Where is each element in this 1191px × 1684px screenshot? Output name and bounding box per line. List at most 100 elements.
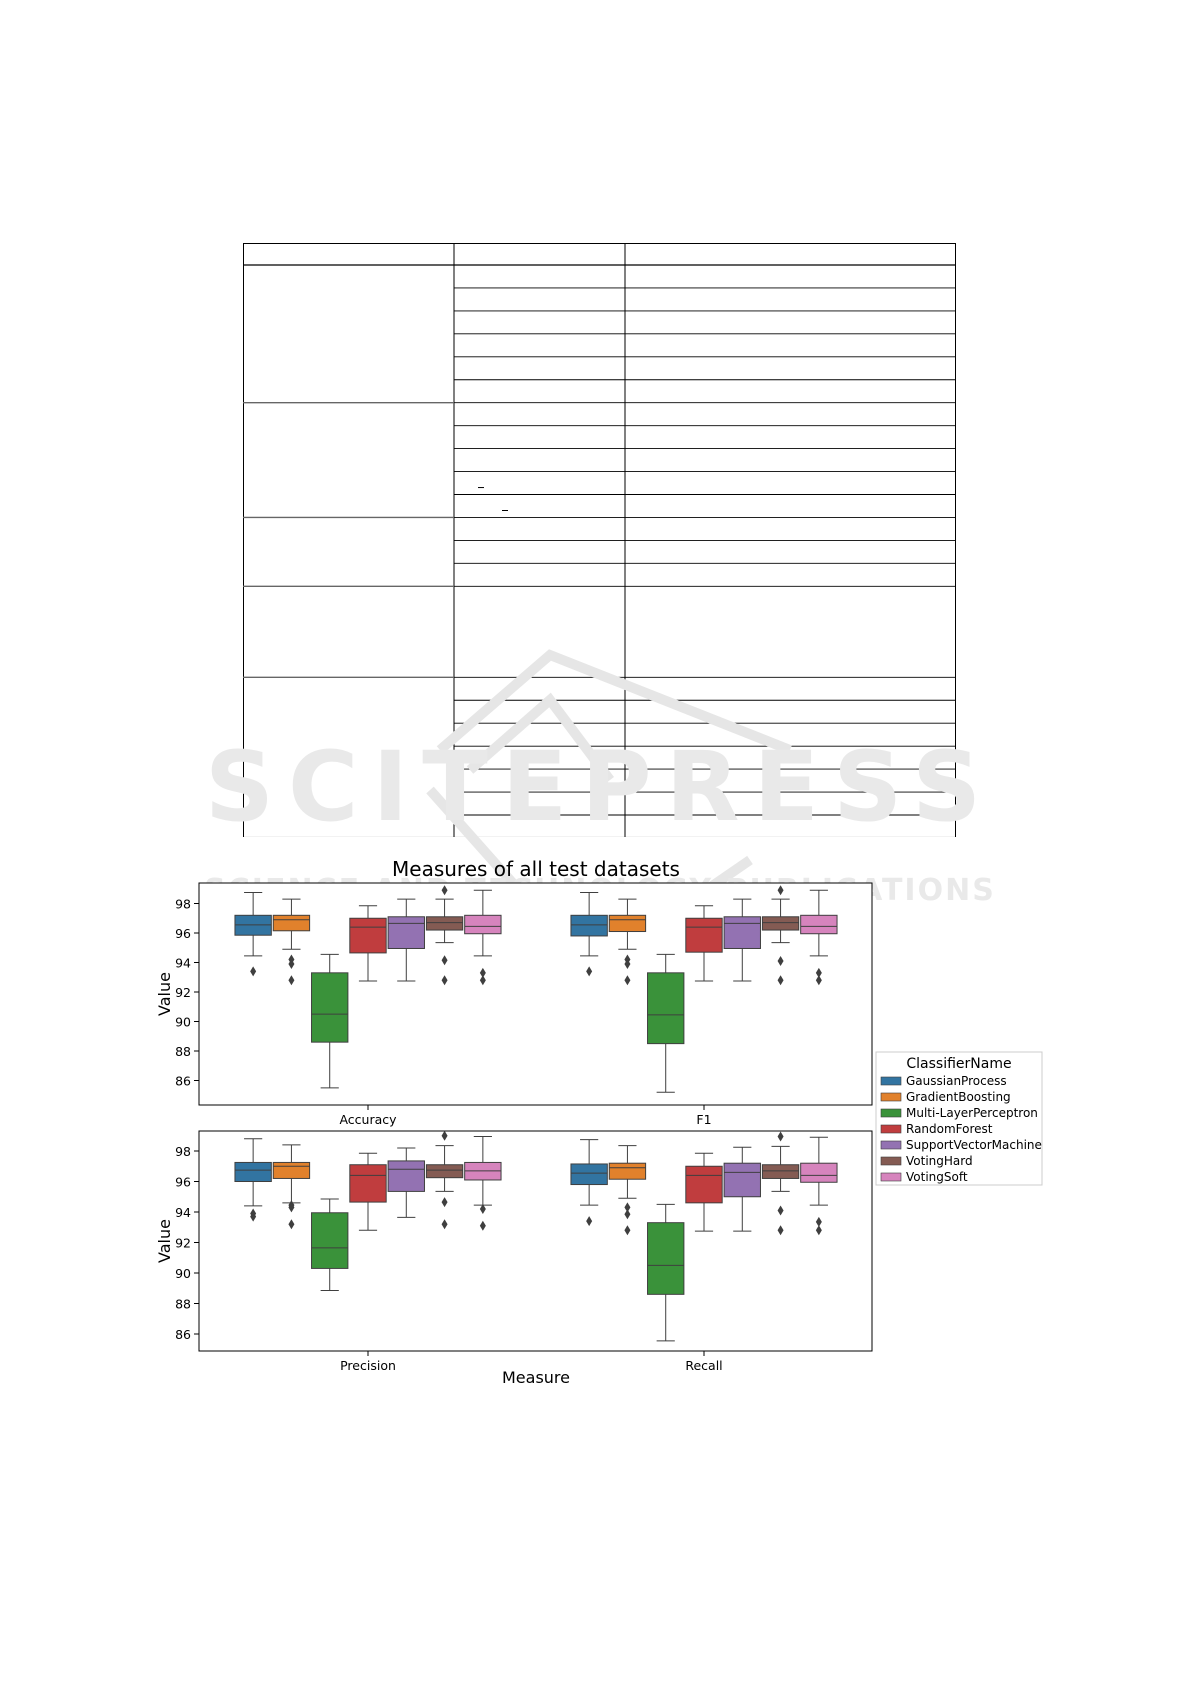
legend-label: Multi-LayerPerceptron xyxy=(906,1106,1038,1120)
legend-item: GaussianProcess xyxy=(880,1074,1007,1088)
outlier-marker xyxy=(288,1219,295,1230)
box-iqr xyxy=(647,972,685,1045)
x-tick-label: Recall xyxy=(685,1358,722,1373)
y-axis-label: Value xyxy=(155,972,174,1016)
x-tick-label: Precision xyxy=(340,1358,396,1373)
box-recall-votingsoft xyxy=(800,1136,838,1236)
box-accuracy-multi-layerperceptron xyxy=(311,953,349,1089)
legend-item: SupportVectorMachine xyxy=(880,1138,1042,1152)
box-accuracy-votinghard xyxy=(425,885,464,986)
legend-item: GradientBoosting xyxy=(880,1090,1011,1104)
x-tick-label: F1 xyxy=(696,1112,711,1127)
y-tick-label: 94 xyxy=(175,1205,191,1220)
legend-swatch xyxy=(880,1156,902,1166)
y-tick-label: 90 xyxy=(175,1015,191,1030)
y-tick-label: 88 xyxy=(175,1297,191,1312)
box-recall-multi-layerperceptron xyxy=(647,1203,685,1342)
box-iqr xyxy=(349,917,387,954)
box-precision-supportvectormachine xyxy=(387,1147,425,1218)
legend-swatch xyxy=(880,1108,902,1118)
legend-swatch xyxy=(880,1092,902,1102)
box-f1-randomforest xyxy=(685,905,723,982)
box-recall-randomforest xyxy=(685,1152,723,1232)
legend-swatch xyxy=(880,1076,902,1086)
outlier-marker xyxy=(441,955,448,966)
y-tick-label: 96 xyxy=(175,926,191,941)
box-recall-gradientboosting xyxy=(608,1145,647,1236)
outlier-marker xyxy=(288,1202,295,1213)
legend-item: VotingHard xyxy=(880,1154,973,1168)
legend-label: GradientBoosting xyxy=(906,1090,1011,1104)
box-recall-votinghard xyxy=(761,1131,800,1236)
box-iqr xyxy=(311,1212,349,1269)
box-iqr xyxy=(234,1161,272,1182)
box-precision-votingsoft xyxy=(464,1136,502,1231)
outlier-marker xyxy=(479,967,486,978)
box-accuracy-gradientboosting xyxy=(272,898,311,986)
outlier-marker xyxy=(777,975,784,986)
box-f1-supportvectormachine xyxy=(723,898,761,982)
outlier-marker xyxy=(624,1225,631,1236)
box-accuracy-supportvectormachine xyxy=(387,898,425,982)
outlier-marker xyxy=(479,1203,486,1214)
box-precision-multi-layerperceptron xyxy=(311,1198,349,1292)
box-accuracy-votingsoft xyxy=(464,889,502,986)
box-precision-gradientboosting xyxy=(272,1144,311,1230)
y-tick-label: 92 xyxy=(175,985,191,1000)
box-accuracy-randomforest xyxy=(349,905,387,982)
outlier-marker xyxy=(288,958,295,969)
legend-label: VotingSoft xyxy=(906,1170,968,1184)
outlier-marker xyxy=(441,975,448,986)
y-tick-label: 86 xyxy=(175,1074,191,1089)
outlier-marker xyxy=(479,1220,486,1231)
figure-title: Measures of all test datasets xyxy=(392,857,680,881)
box-iqr xyxy=(761,1164,800,1179)
legend-label: SupportVectorMachine xyxy=(906,1138,1042,1152)
outlier-marker xyxy=(815,1216,822,1227)
outlier-marker xyxy=(250,966,257,977)
box-precision-votinghard xyxy=(425,1130,464,1230)
outlier-marker xyxy=(624,975,631,986)
legend-label: GaussianProcess xyxy=(906,1074,1007,1088)
outlier-marker xyxy=(586,966,593,977)
box-iqr xyxy=(723,916,761,949)
box-iqr xyxy=(761,916,800,931)
y-tick-label: 90 xyxy=(175,1266,191,1281)
y-tick-label: 94 xyxy=(175,956,191,971)
outlier-marker xyxy=(624,958,631,969)
box-iqr xyxy=(608,914,647,933)
box-f1-multi-layerperceptron xyxy=(647,953,685,1093)
legend-title: ClassifierName xyxy=(906,1056,1011,1072)
outlier-marker xyxy=(441,885,448,896)
panel-1: 86 88 90 92 94 96 98 Value Accuracy F1 xyxy=(155,882,873,1127)
outlier-marker xyxy=(815,1225,822,1236)
box-recall-gaussianprocess xyxy=(570,1139,608,1227)
box-f1-votingsoft xyxy=(800,889,838,986)
box-precision-gaussianprocess xyxy=(234,1138,272,1222)
box-iqr xyxy=(685,1165,723,1204)
box-iqr xyxy=(647,1222,685,1295)
outlier-marker xyxy=(441,1219,448,1230)
box-iqr xyxy=(800,914,838,935)
legend: ClassifierName GaussianProcess GradientBoo… xyxy=(875,1051,1043,1186)
outlier-marker xyxy=(288,975,295,986)
y-axis-label: Value xyxy=(155,1219,174,1263)
box-iqr xyxy=(387,916,425,949)
x-tick-label: Accuracy xyxy=(339,1112,397,1127)
y-tick-label: 98 xyxy=(175,1144,191,1159)
box-iqr xyxy=(272,914,311,932)
box-iqr xyxy=(608,1162,647,1180)
box-iqr xyxy=(425,916,464,931)
outlier-marker xyxy=(624,1209,631,1220)
box-iqr xyxy=(349,1164,387,1203)
outlier-marker xyxy=(815,975,822,986)
legend-item: RandomForest xyxy=(880,1122,993,1136)
outlier-marker xyxy=(815,967,822,978)
outlier-marker xyxy=(624,1202,631,1213)
outlier-marker xyxy=(777,885,784,896)
y-tick-label: 98 xyxy=(175,897,191,912)
box-f1-votinghard xyxy=(761,885,800,986)
box-iqr xyxy=(311,972,349,1043)
outlier-marker xyxy=(250,1211,257,1222)
y-tick-label: 86 xyxy=(175,1327,191,1342)
